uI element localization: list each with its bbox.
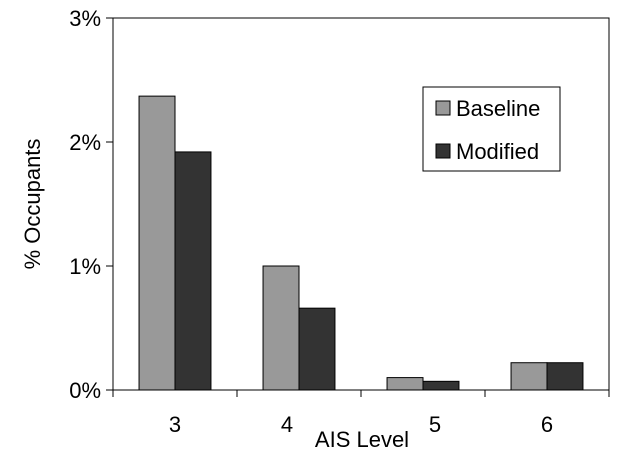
x-tick-label: 5 xyxy=(429,412,441,437)
bar-modified-4 xyxy=(298,307,336,391)
legend-label-baseline: Baseline xyxy=(456,96,540,121)
bar-modified-5 xyxy=(422,380,460,391)
y-axis-title: % Occupants xyxy=(20,139,45,270)
x-tick-label: 3 xyxy=(169,412,181,437)
y-tick-label: 2% xyxy=(69,130,101,155)
bar-baseline-6 xyxy=(510,362,548,391)
bars-group xyxy=(138,95,584,391)
y-tick-label: 3% xyxy=(69,6,101,31)
x-tick-label: 4 xyxy=(281,412,293,437)
legend: Baseline Modified xyxy=(422,86,561,172)
y-axis: 0% 1% 2% 3% xyxy=(69,6,113,403)
bar-modified-3 xyxy=(174,151,212,391)
y-tick-label: 1% xyxy=(69,254,101,279)
bar-modified-6 xyxy=(546,362,584,391)
bar-baseline-3 xyxy=(138,95,176,391)
y-tick-label: 0% xyxy=(69,378,101,403)
legend-swatch-modified xyxy=(435,143,451,159)
x-tick-label: 6 xyxy=(541,412,553,437)
legend-label-modified: Modified xyxy=(456,139,539,164)
bar-baseline-4 xyxy=(262,265,300,391)
legend-swatch-baseline xyxy=(435,100,451,116)
x-axis: 3 4 5 6 xyxy=(112,390,610,437)
x-axis-title: AIS Level xyxy=(315,427,409,449)
bar-baseline-5 xyxy=(386,377,424,391)
